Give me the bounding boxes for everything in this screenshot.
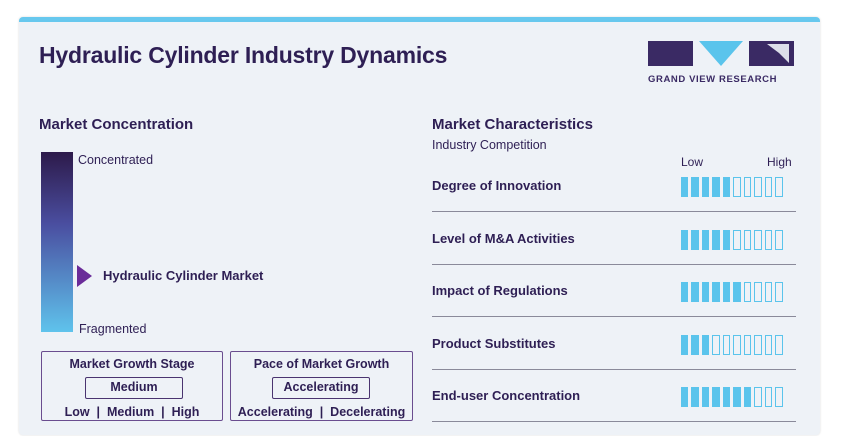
characteristic-label: Product Substitutes [432,335,556,351]
concentrated-label: Concentrated [78,153,154,167]
meter-segment-filled [722,177,731,197]
meter-segment-empty [764,334,773,355]
logo-block-right [749,41,794,66]
characteristic-label: End-user Concentration [432,388,581,403]
meter-segment-empty [775,282,783,302]
characteristic-label: Level of M&A Activities [432,230,575,246]
growth-stage-value: Medium [85,377,183,399]
meter-segment-filled [681,387,689,407]
meter-segment-empty [754,229,762,250]
meter-segment-empty [764,229,773,250]
meter-segment-filled [733,387,741,407]
meter-segment-empty [775,387,783,407]
meter-segment-filled [722,282,731,302]
market-concentration-heading: Market Concentration [39,116,194,133]
meter-segment-filled [691,282,699,302]
growth-pace-box: Pace of Market Growth Accelerating Accel… [230,351,413,421]
meter-segment-filled [691,177,699,197]
characteristic-level-meter [681,229,783,250]
meter-segment-empty [722,334,731,355]
meter-segment-empty [743,334,752,355]
characteristic-row: Level of M&A Activities [432,213,796,265]
meter-segment-filled [712,177,720,197]
meter-segment-empty [743,229,752,250]
characteristic-label: Impact of Regulations [432,283,568,298]
market-characteristics-heading: Market Characteristics [432,116,593,133]
meter-segment-filled [712,387,720,407]
meter-segment-filled [691,334,699,355]
dynamics-card: Hydraulic Cylinder Industry Dynamics GRA… [19,17,820,435]
meter-segment-filled [681,334,689,355]
meter-segment-empty [712,334,720,355]
meter-segment-filled [722,387,731,407]
meter-segment-empty [775,229,783,250]
meter-segment-filled [733,282,741,302]
meter-segment-filled [712,282,720,302]
meter-segment-empty [743,177,752,197]
fragmented-label: Fragmented [79,322,147,336]
meter-segment-filled [701,387,710,407]
meter-segment-empty [775,177,783,197]
meter-segment-filled [722,229,731,250]
meter-segment-filled [681,282,689,302]
high-label: High [767,155,792,169]
meter-segment-empty [733,229,741,250]
meter-segment-filled [691,387,699,407]
meter-segment-filled [743,387,752,407]
meter-segment-empty [754,282,762,302]
meter-segment-filled [701,229,710,250]
characteristic-row: Impact of Regulations [432,265,796,317]
characteristic-row: End-user Concentration [432,370,796,422]
characteristic-level-meter [681,387,783,407]
meter-segment-empty [733,177,741,197]
characteristic-level-meter [681,282,783,302]
meter-segment-filled [701,282,710,302]
characteristic-label: Degree of Innovation [432,178,562,193]
logo-arrow-icon [767,44,789,63]
market-position-marker-icon [77,265,92,287]
meter-segment-empty [743,282,752,302]
meter-segment-empty [754,334,762,355]
industry-competition-subheading: Industry Competition [432,138,547,152]
meter-segment-filled [712,229,720,250]
characteristic-level-meter [681,334,783,355]
meter-segment-empty [754,387,762,407]
meter-segment-empty [764,177,773,197]
meter-segment-filled [701,334,710,355]
meter-segment-empty [764,282,773,302]
concentration-gradient-bar [41,152,73,332]
meter-segment-filled [701,177,710,197]
low-label: Low [681,155,704,169]
characteristic-row: Degree of Innovation [432,160,796,212]
meter-segment-empty [764,387,773,407]
growth-pace-value: Accelerating [272,377,370,399]
meter-segment-empty [754,177,762,197]
characteristic-level-meter [681,177,783,197]
meter-segment-empty [775,334,783,355]
growth-stage-scale: Low | Medium | High [64,405,200,419]
characteristic-row: Product Substitutes [432,318,796,370]
meter-segment-filled [691,229,699,250]
growth-stage-title: Market Growth Stage [69,357,195,371]
page-title: Hydraulic Cylinder Industry Dynamics [39,42,448,68]
growth-pace-title: Pace of Market Growth [253,357,390,371]
market-position-label: Hydraulic Cylinder Market [103,268,264,283]
meter-segment-filled [681,229,689,250]
logo-block-left [648,41,693,66]
logo-triangle-icon [699,41,743,66]
logo-text: GRAND VIEW RESEARCH [648,74,778,85]
growth-pace-scale: Accelerating | Decelerating [237,405,406,419]
growth-stage-box: Market Growth Stage Medium Low | Medium … [41,351,223,421]
grand-view-research-logo: GRAND VIEW RESEARCH [648,41,796,91]
meter-segment-empty [733,334,741,355]
meter-segment-filled [681,177,689,197]
